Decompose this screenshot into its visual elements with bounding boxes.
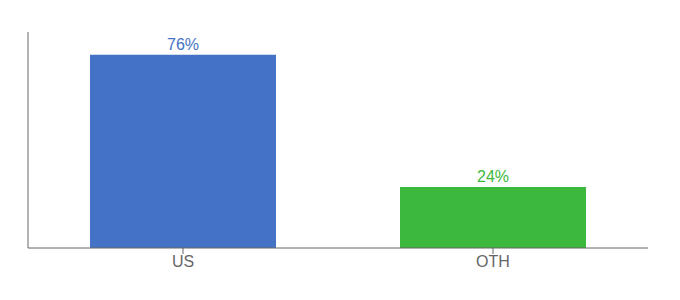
svg-text:76%: 76% — [167, 36, 199, 53]
svg-text:OTH: OTH — [476, 253, 510, 270]
svg-text:24%: 24% — [477, 168, 509, 185]
svg-text:US: US — [172, 253, 194, 270]
